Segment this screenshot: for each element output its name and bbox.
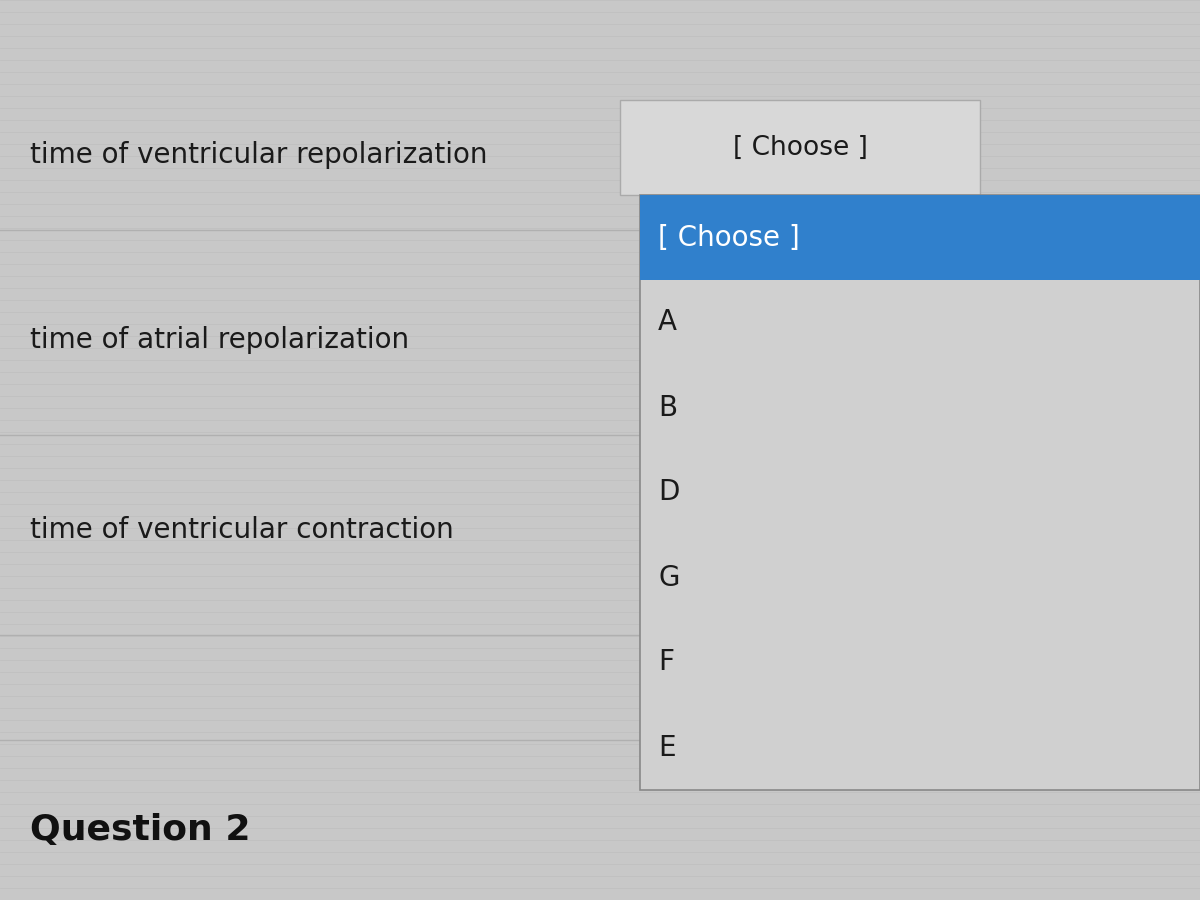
Text: F: F — [658, 649, 674, 677]
Text: E: E — [658, 734, 676, 761]
Text: Question 2: Question 2 — [30, 813, 251, 847]
Text: A: A — [658, 309, 677, 337]
Text: time of ventricular repolarization: time of ventricular repolarization — [30, 141, 487, 169]
Text: B: B — [658, 393, 677, 421]
Bar — [640, 195, 1200, 280]
Text: [ Choose ]: [ Choose ] — [658, 223, 799, 251]
Bar — [620, 100, 980, 195]
Text: D: D — [658, 479, 679, 507]
Text: time of ventricular contraction: time of ventricular contraction — [30, 516, 454, 544]
Text: time of atrial repolarization: time of atrial repolarization — [30, 326, 409, 354]
Text: G: G — [658, 563, 679, 591]
Bar — [640, 195, 1200, 790]
Text: [ Choose ]: [ Choose ] — [732, 134, 868, 160]
